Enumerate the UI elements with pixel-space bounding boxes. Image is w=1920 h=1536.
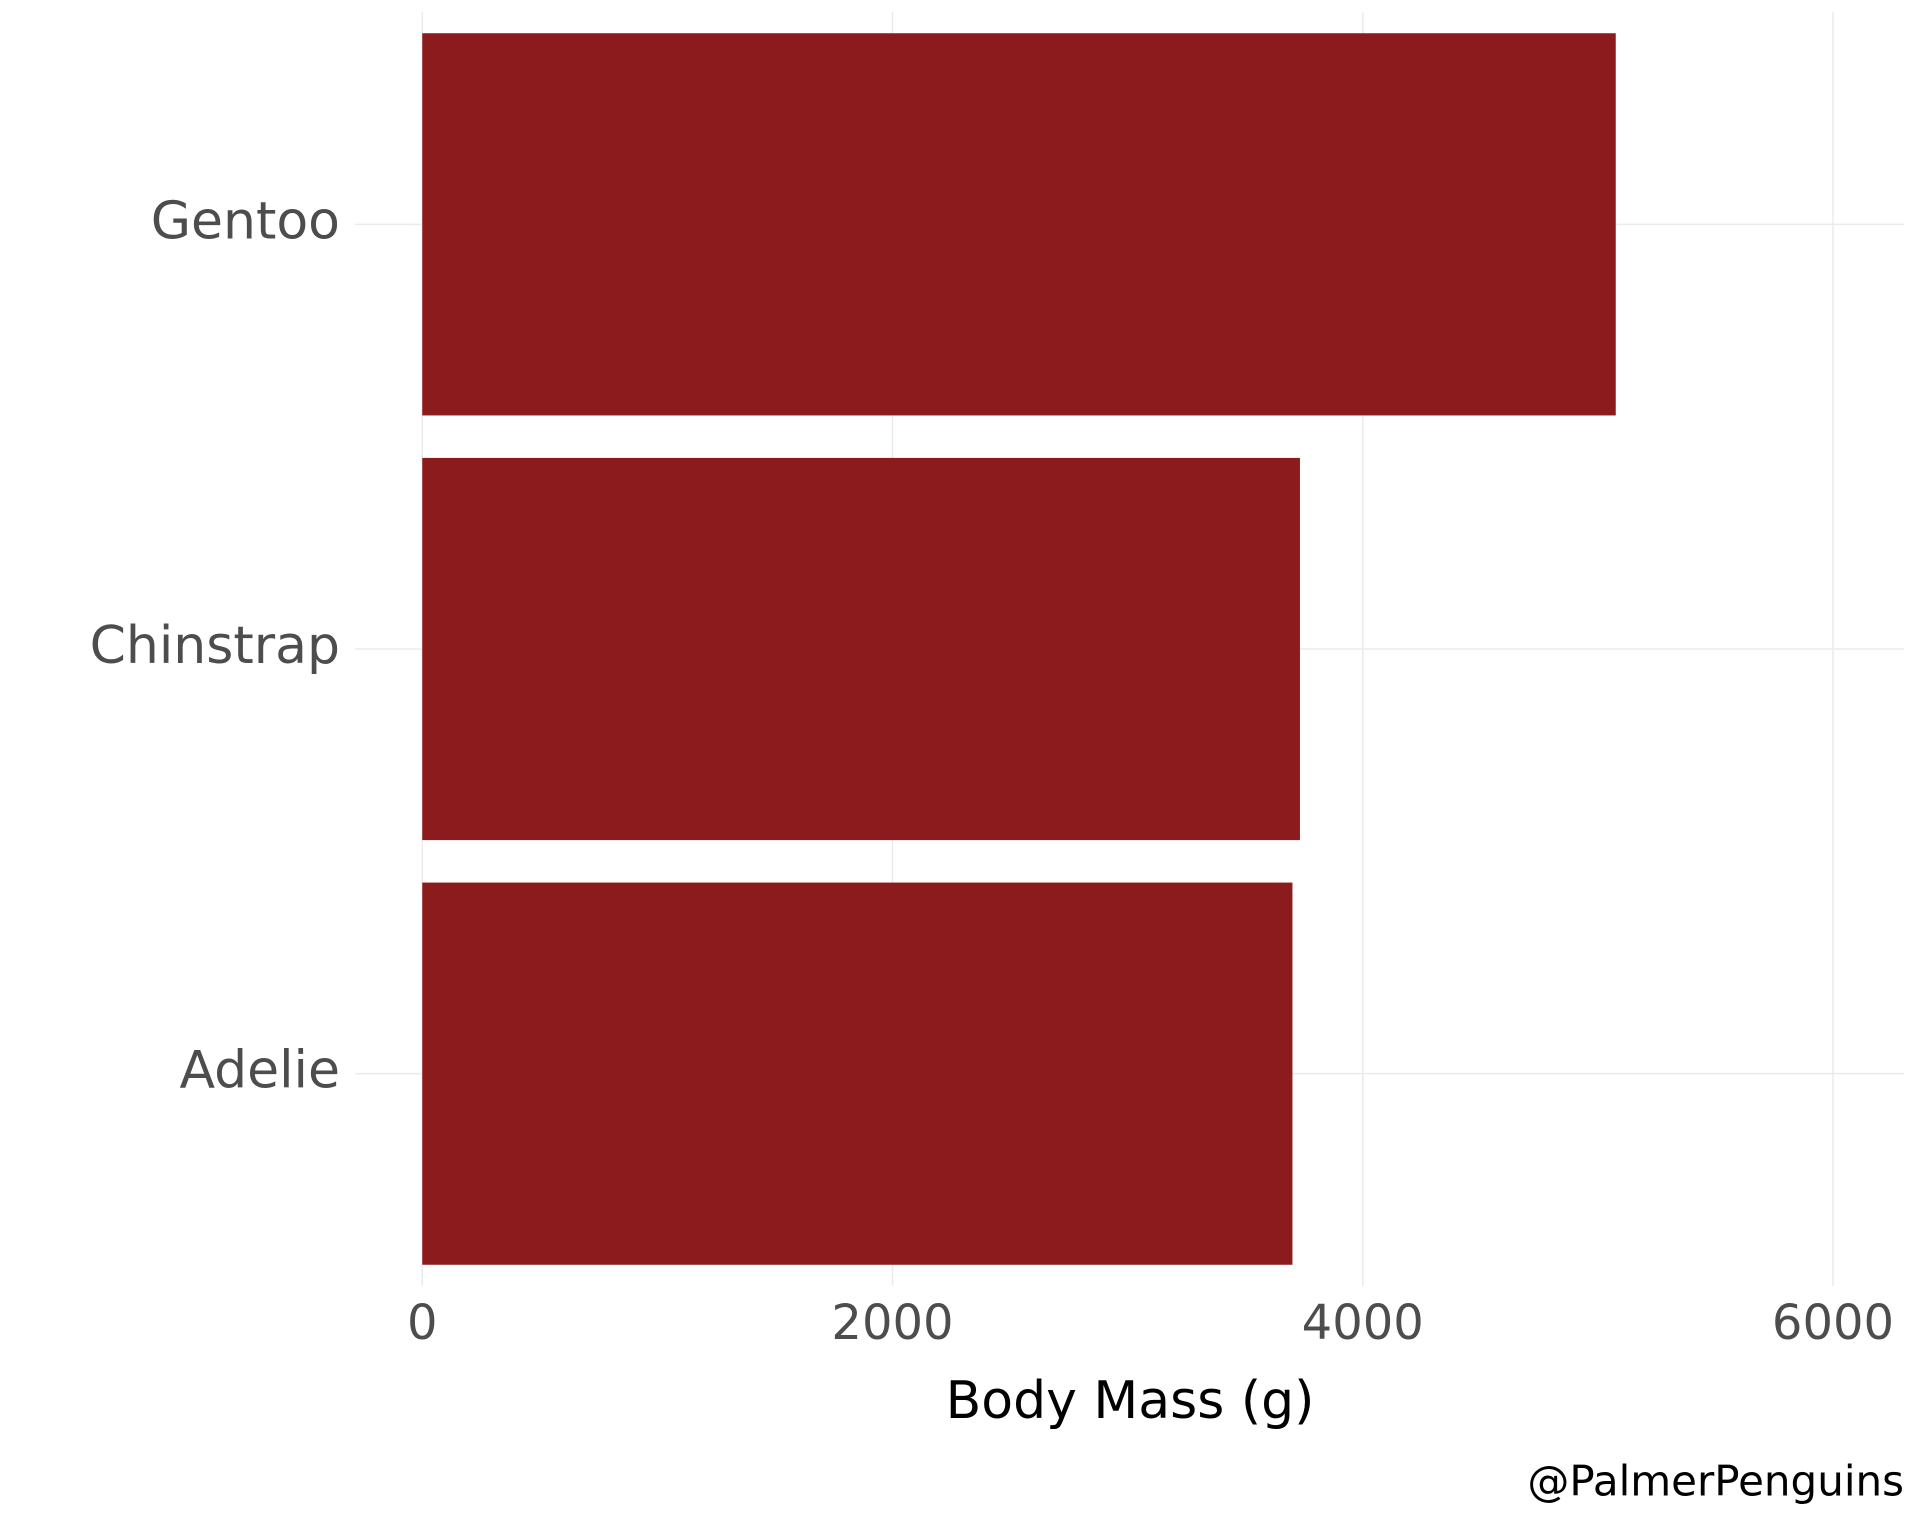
x-tick-label: 4000	[1302, 1295, 1424, 1351]
x-tick-label: 2000	[831, 1295, 953, 1351]
bar	[422, 882, 1293, 1265]
y-tick-label: Adelie	[179, 1041, 340, 1101]
caption: @PalmerPenguins	[1527, 1457, 1904, 1506]
y-tick-label: Gentoo	[151, 191, 340, 251]
bar	[422, 457, 1300, 841]
y-tick-label: Chinstrap	[90, 616, 340, 676]
x-tick-label: 6000	[1772, 1295, 1894, 1351]
x-axis-title: Body Mass (g)	[946, 1371, 1315, 1431]
x-tick-label: 0	[407, 1295, 438, 1351]
bar	[422, 33, 1616, 416]
